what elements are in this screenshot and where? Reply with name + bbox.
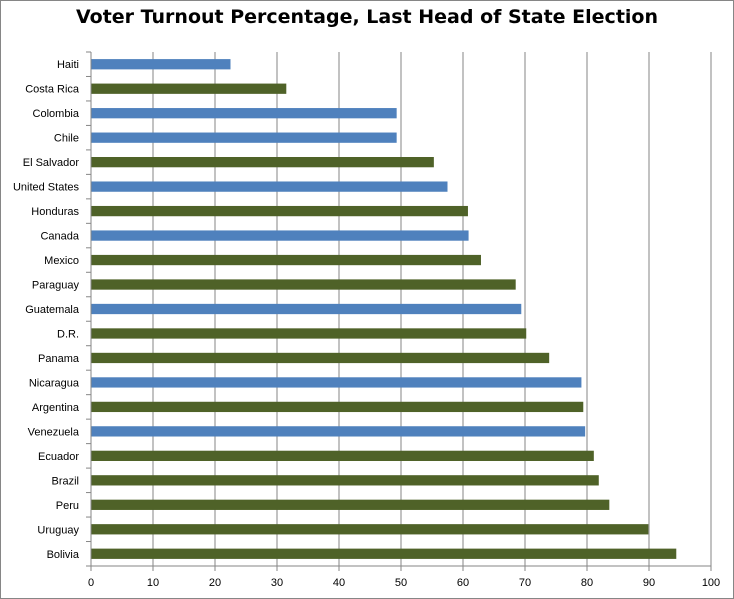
category-label: Peru <box>56 500 79 512</box>
category-label: Honduras <box>31 206 79 218</box>
category-label: Nicaragua <box>29 377 80 389</box>
category-label: Panama <box>38 353 80 365</box>
category-label: Haiti <box>57 59 79 71</box>
category-label: United States <box>13 182 80 194</box>
x-tick-label: 70 <box>519 577 531 589</box>
bars <box>91 59 677 559</box>
x-tick-label: 100 <box>702 577 720 589</box>
x-tick-label: 80 <box>581 577 593 589</box>
bar-guatemala <box>91 303 522 315</box>
category-label: El Salvador <box>23 157 80 169</box>
bar-argentina <box>91 401 584 413</box>
category-label: Canada <box>40 231 79 243</box>
category-label: Argentina <box>32 402 80 414</box>
x-tick-label: 20 <box>209 577 221 589</box>
x-tick-labels: 0 10 20 30 40 50 60 70 80 90 100 <box>88 577 720 589</box>
category-label: Colombia <box>33 108 80 120</box>
category-label: Chile <box>54 133 79 145</box>
category-label: Bolivia <box>47 549 80 561</box>
bar-united-states <box>91 181 448 192</box>
category-label: Guatemala <box>25 304 80 316</box>
category-label: Brazil <box>51 475 79 487</box>
x-tick-label: 50 <box>395 577 407 589</box>
bar-peru <box>91 499 610 510</box>
category-label: Paraguay <box>32 280 80 292</box>
category-label: Mexico <box>44 255 79 267</box>
bar-nicaragua <box>91 377 582 388</box>
bar-brazil <box>91 475 599 486</box>
category-label: Costa Rica <box>25 84 80 96</box>
bar-honduras <box>91 205 468 217</box>
x-tick-label: 30 <box>271 577 283 589</box>
category-label: Venezuela <box>28 426 80 438</box>
bar-venezuela <box>91 426 586 437</box>
bar-costa-rica <box>91 83 287 94</box>
bar-panama <box>91 352 550 364</box>
x-tick-label: 0 <box>88 577 94 589</box>
bar-mexico <box>91 254 481 266</box>
bar-uruguay <box>91 524 649 535</box>
bar-colombia <box>91 108 397 119</box>
bar-paraguay <box>91 279 516 290</box>
bar-d-r <box>91 328 527 339</box>
x-tick-label: 90 <box>643 577 655 589</box>
category-label: D.R. <box>57 328 79 340</box>
chart-title: Voter Turnout Percentage, Last Head of S… <box>75 6 658 28</box>
category-label: Uruguay <box>37 524 79 536</box>
category-labels: Haiti Costa Rica Colombia Chile El Salvador U… <box>13 59 80 561</box>
x-tick-label: 40 <box>333 577 345 589</box>
bar-canada <box>91 230 469 241</box>
bar-ecuador <box>91 450 594 461</box>
x-tick-label: 10 <box>147 577 159 589</box>
axes <box>86 51 712 571</box>
bar-el-salvador <box>91 157 434 168</box>
bar-bolivia <box>91 548 677 559</box>
bar-haiti <box>91 59 231 70</box>
x-tick-label: 60 <box>457 577 469 589</box>
category-label: Ecuador <box>38 451 79 463</box>
bar-chile <box>91 132 397 143</box>
